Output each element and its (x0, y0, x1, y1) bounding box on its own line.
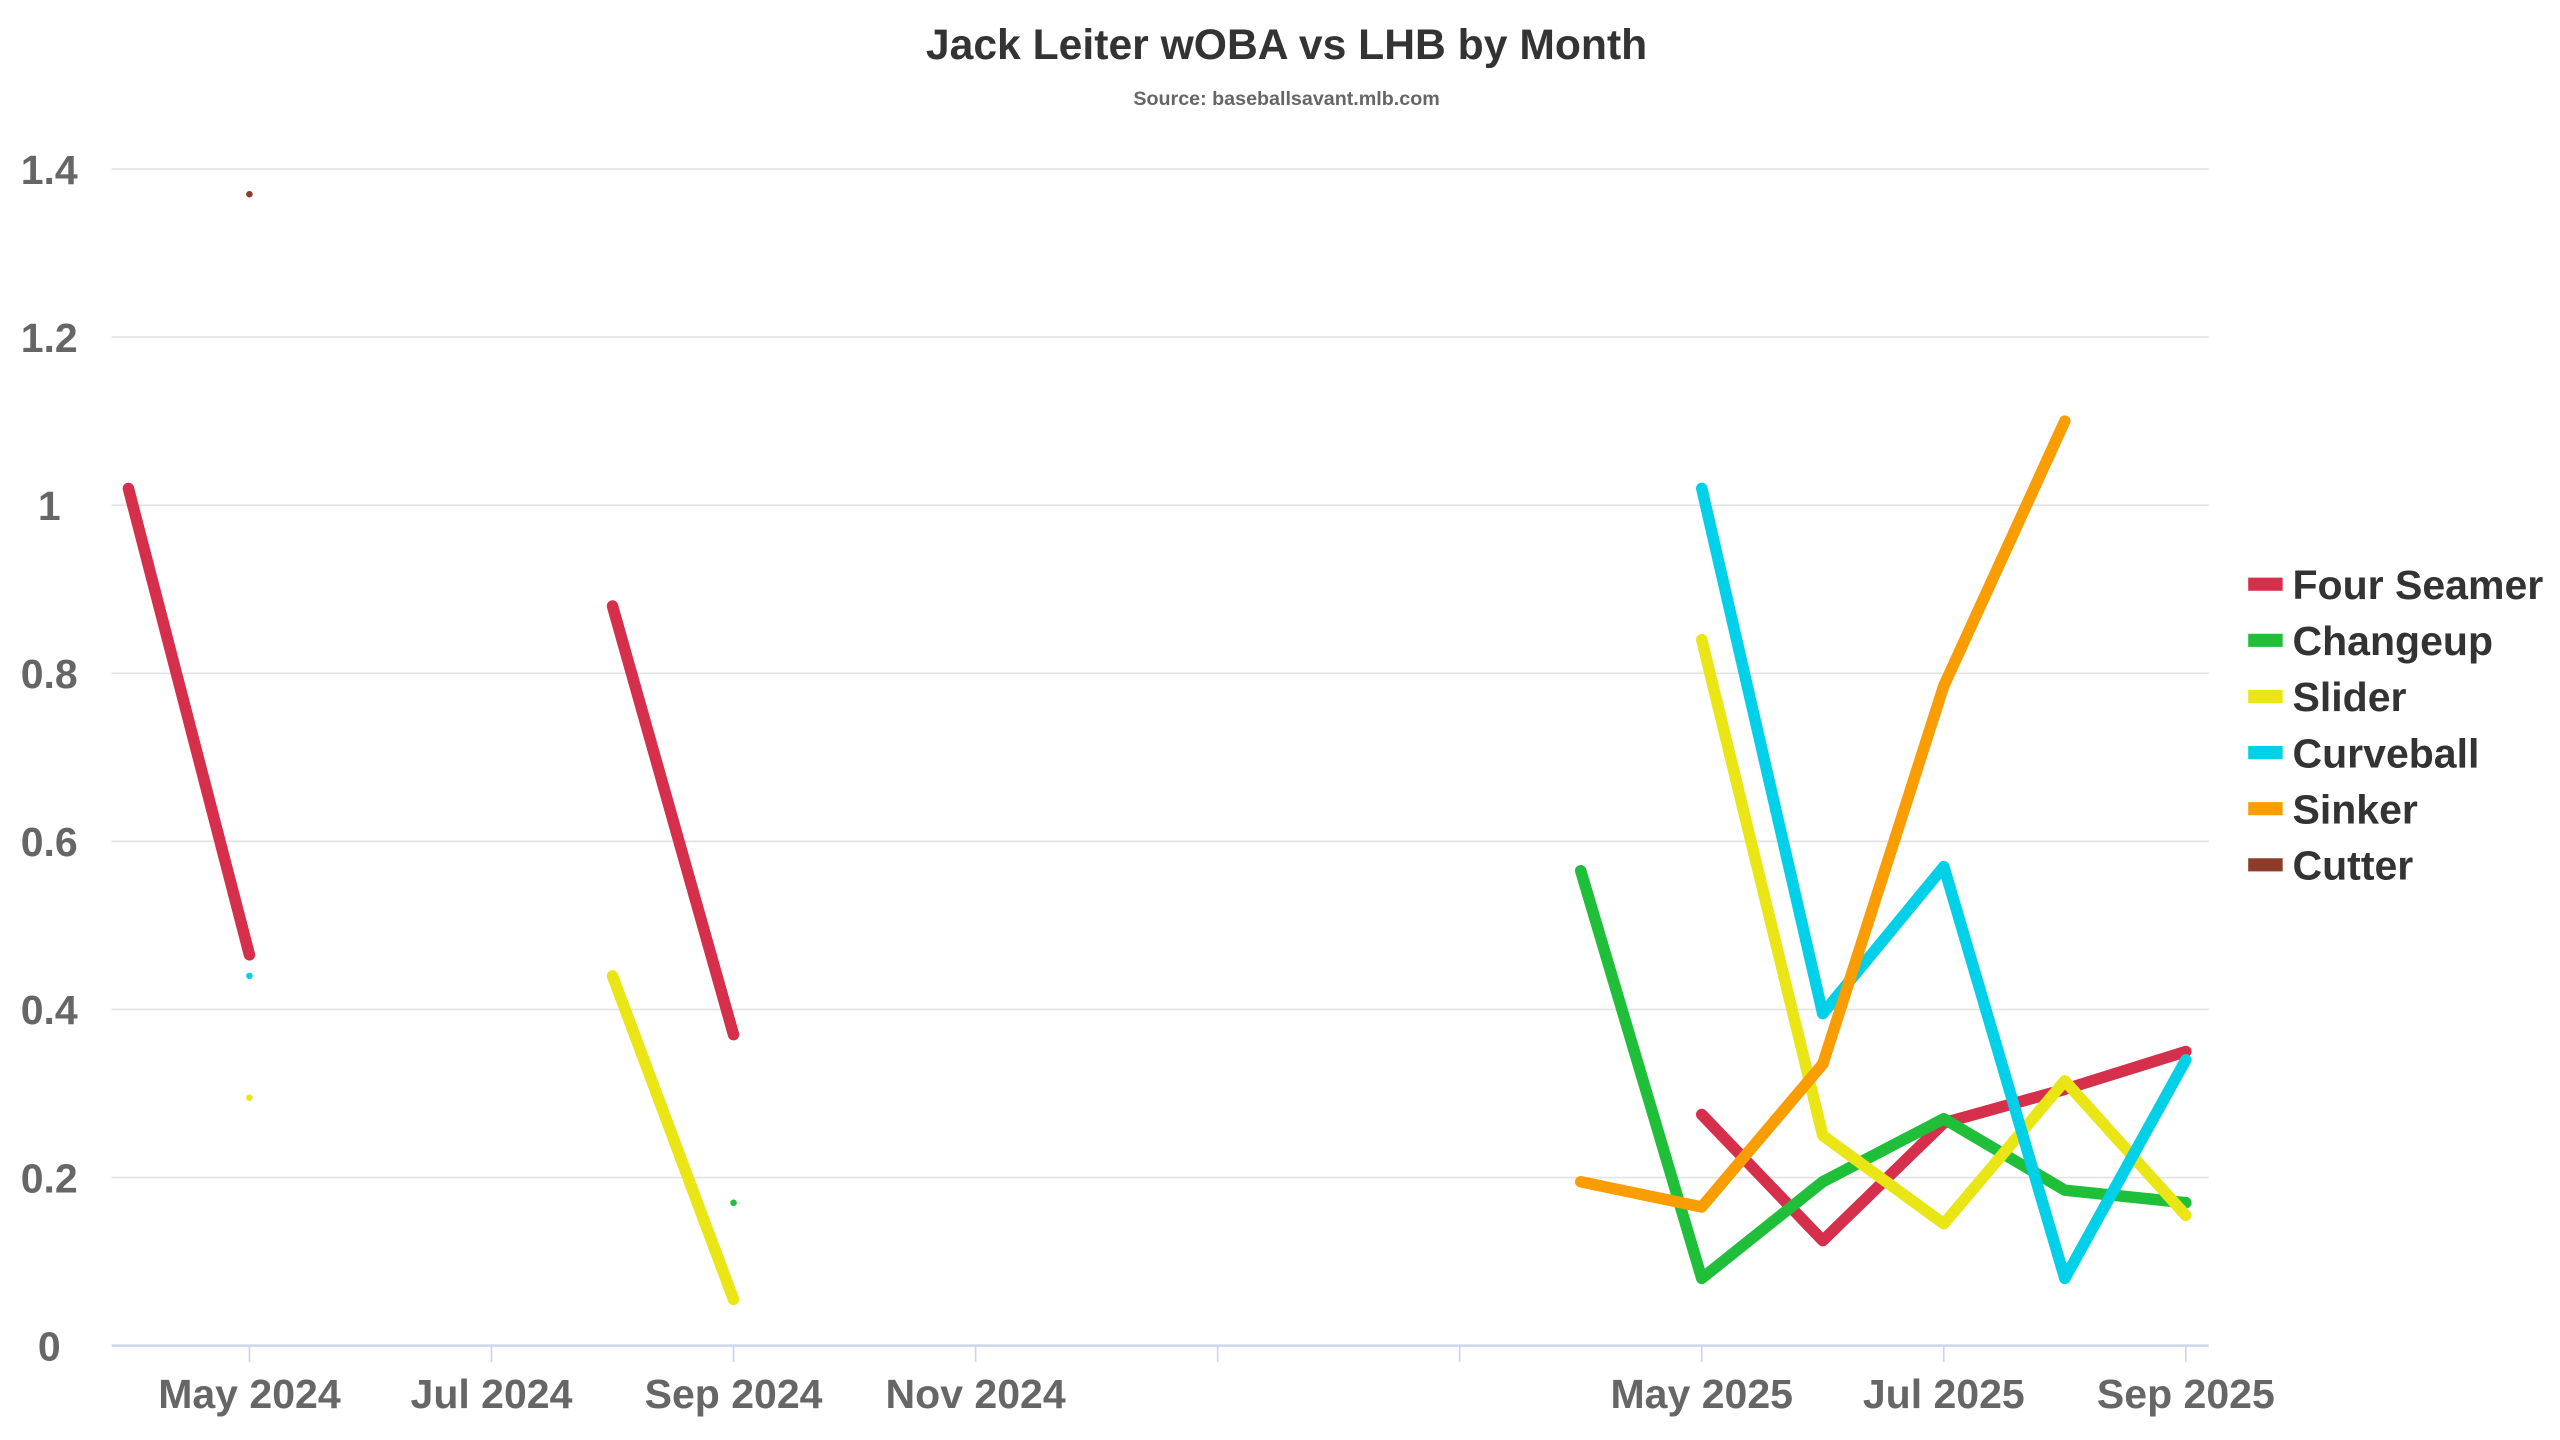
x-tick-label: Nov 2024 (886, 1371, 1066, 1417)
series-line-four-seamer (1695, 1045, 2192, 1247)
legend-swatch (2248, 577, 2283, 591)
x-tick-label: Sep 2025 (2097, 1371, 2275, 1417)
x-tick-label: May 2025 (1611, 1371, 1793, 1417)
legend-label: Changeup (2293, 618, 2494, 664)
y-tick-label: 0.8 (21, 651, 78, 697)
series-line-sinker (1574, 415, 2071, 1213)
x-tick-label: May 2024 (158, 1371, 341, 1417)
y-tick-label: 1.2 (21, 315, 78, 361)
series-line-curveball (1695, 482, 2192, 1285)
chart-title: Jack Leiter wOBA vs LHB by Month (926, 21, 1647, 69)
y-tick-label: 0.6 (21, 819, 78, 865)
legend-swatch (2248, 689, 2283, 704)
data-point-cutter (246, 190, 253, 198)
y-tick-label: 1 (38, 483, 61, 529)
x-tick-label: Sep 2024 (645, 1371, 823, 1417)
series-line-slider (606, 970, 740, 1306)
legend-label: Four Seamer (2293, 562, 2544, 608)
legend-item-four-seamer[interactable]: Four Seamer (2248, 562, 2543, 608)
x-tick-label: Jul 2025 (1863, 1371, 2025, 1417)
legend-item-sinker[interactable]: Sinker (2248, 786, 2418, 832)
y-tick-label: 0.2 (21, 1155, 78, 1201)
legend-item-slider[interactable]: Slider (2248, 674, 2407, 720)
legend-item-changeup[interactable]: Changeup (2248, 618, 2493, 664)
legend-swatch (2248, 633, 2283, 647)
legend-label: Curveball (2293, 730, 2480, 776)
data-point-slider (246, 1094, 253, 1101)
legend-label: Slider (2293, 674, 2407, 720)
series-line-four-seamer (606, 600, 740, 1041)
y-tick-label: 0.4 (21, 987, 78, 1033)
legend-label: Cutter (2293, 843, 2414, 889)
legend-swatch (2248, 746, 2283, 760)
legend-label: Sinker (2293, 786, 2418, 832)
legend-item-curveball[interactable]: Curveball (2248, 730, 2479, 776)
y-tick-label: 1.4 (21, 147, 78, 193)
data-point-curveball (246, 972, 253, 980)
series-line-changeup (1574, 865, 2192, 1285)
legend-item-cutter[interactable]: Cutter (2248, 843, 2413, 889)
legend-swatch (2248, 802, 2283, 816)
series-line-four-seamer (122, 482, 256, 961)
data-point-changeup (730, 1199, 737, 1207)
x-tick-label: Jul 2024 (411, 1371, 573, 1417)
series-line-slider (1695, 633, 2192, 1230)
y-tick-label: 0 (38, 1323, 61, 1369)
legend-swatch (2248, 858, 2283, 872)
chart-subtitle: Source: baseballsavant.mlb.com (1133, 88, 1439, 110)
